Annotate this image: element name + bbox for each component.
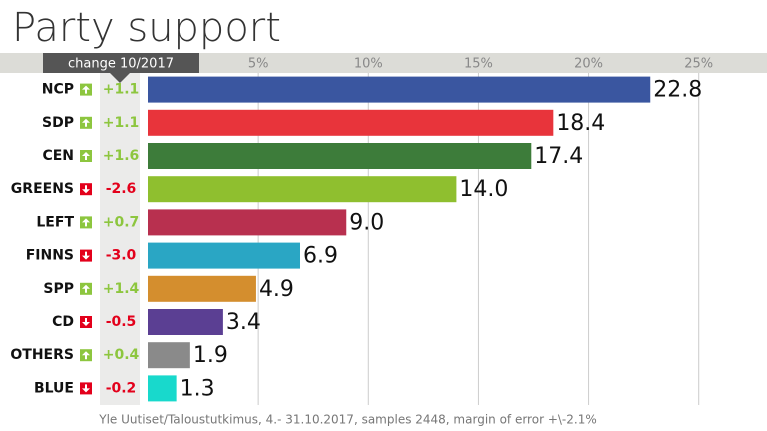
bar	[148, 176, 457, 203]
bar	[148, 76, 651, 103]
bar	[148, 275, 256, 302]
change-label: -2.6	[106, 181, 137, 197]
change-label: -0.5	[106, 314, 137, 330]
change-arrow	[82, 118, 90, 127]
x-tick-label: 10%	[354, 57, 383, 72]
change-label: +1.1	[103, 82, 140, 98]
change-column	[100, 73, 140, 405]
change-arrow	[82, 152, 90, 160]
change-arrow	[82, 185, 90, 194]
value-label: 1.9	[193, 343, 228, 368]
x-tick-label: 15%	[464, 57, 493, 72]
x-tick-label: 20%	[574, 57, 603, 72]
value-label: 4.9	[259, 277, 294, 302]
chart-title: Party support	[12, 5, 281, 51]
category-label: SDP	[42, 115, 74, 131]
change-label: +1.4	[103, 281, 140, 297]
category-label: FINNS	[26, 248, 74, 264]
category-label: SPP	[43, 281, 74, 297]
value-label: 3.4	[226, 310, 261, 335]
category-label: LEFT	[36, 214, 74, 230]
change-label: -0.2	[106, 380, 137, 396]
category-label: OTHERS	[10, 347, 74, 363]
value-label: 9.0	[349, 210, 384, 235]
change-header-pointer	[110, 73, 130, 83]
category-label: BLUE	[34, 380, 74, 396]
bar	[148, 143, 532, 169]
bar	[148, 209, 347, 236]
bar	[148, 375, 177, 402]
value-label: 17.4	[534, 144, 583, 169]
change-arrow	[82, 284, 90, 293]
change-label: +0.7	[103, 214, 140, 230]
x-tick-label: 25%	[684, 57, 713, 72]
change-header-box	[43, 53, 199, 73]
change-arrow	[82, 384, 90, 393]
category-label: CD	[52, 314, 74, 330]
bar	[148, 342, 190, 369]
value-label: 1.3	[180, 376, 215, 401]
category-label: CEN	[42, 148, 74, 164]
value-label: 14.0	[459, 177, 508, 202]
change-arrow	[82, 318, 90, 326]
value-label: 18.4	[556, 111, 605, 136]
x-tick-label: 5%	[248, 57, 269, 72]
bar	[148, 109, 554, 136]
change-label: +0.4	[103, 347, 140, 363]
change-label: +1.6	[103, 148, 140, 164]
change-arrow	[82, 85, 90, 94]
change-arrow	[82, 351, 90, 360]
category-label: NCP	[42, 82, 74, 98]
source: Yle Uutiset/Taloustutkimus, 4.- 31.10.20…	[98, 413, 596, 427]
change-arrow	[82, 251, 90, 260]
category-label: GREENS	[11, 181, 74, 197]
change-arrow	[82, 218, 90, 227]
change-label: -3.0	[106, 248, 137, 264]
bar	[148, 242, 300, 269]
bar	[148, 309, 223, 335]
value-label: 22.8	[653, 78, 702, 103]
value-label: 6.9	[303, 244, 338, 269]
change-header: change 10/2017	[68, 57, 174, 72]
change-label: +1.1	[103, 115, 140, 131]
